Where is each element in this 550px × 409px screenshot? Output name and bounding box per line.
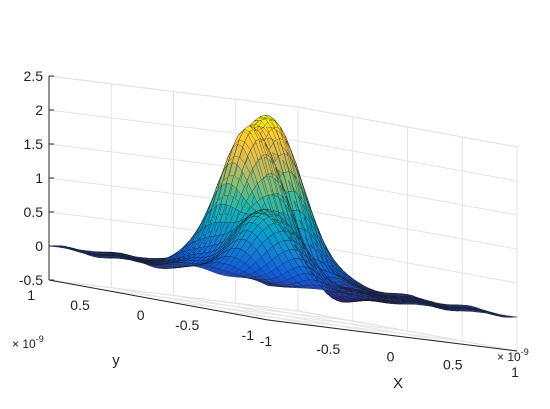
- y-exponent-base: × 10: [12, 337, 36, 351]
- x-axis-line: [267, 319, 518, 352]
- z-tick-label: 2: [35, 102, 43, 118]
- y-exponent-label: × 10-9: [12, 334, 44, 351]
- grid-line: [48, 75, 518, 148]
- y-axis-title: y: [112, 352, 120, 369]
- y-tick-label: -1: [242, 327, 255, 343]
- z-tick-label: 0.5: [24, 204, 44, 220]
- x-tick-label: 1: [511, 364, 519, 380]
- y-tick-label: 0.5: [70, 297, 90, 313]
- z-tick-label: 2.5: [24, 68, 44, 84]
- grid-line: [48, 109, 518, 182]
- x-exponent-label: × 10-9: [497, 347, 529, 364]
- x-exponent-base: × 10: [497, 350, 521, 364]
- surface-patch: [506, 316, 518, 318]
- y-tick-label: 1: [27, 287, 35, 303]
- y-tick-label: -0.5: [175, 317, 199, 333]
- x-tick-label: -1: [260, 333, 273, 349]
- grid-line: [103, 289, 353, 322]
- z-tick-label: 1.5: [24, 136, 44, 152]
- x-tick-label: 0.5: [443, 356, 463, 372]
- y-tick-labels: -1 -0.5 0 0.5 1: [27, 287, 254, 343]
- z-tick-label: 1: [35, 170, 43, 186]
- grid-line: [48, 279, 518, 352]
- x-tick-label: 0: [387, 349, 395, 365]
- x-tick-labels: -1 -0.5 0 0.5 1: [260, 333, 519, 380]
- surface-mesh: [48, 114, 518, 318]
- z-tick-label: 0: [35, 238, 43, 254]
- x-axis-title: X: [393, 375, 403, 392]
- y-exponent-power: -9: [36, 334, 44, 344]
- z-tick-label: -0.5: [19, 272, 43, 288]
- x-exponent-power: -9: [521, 347, 529, 357]
- x-tick-label: -0.5: [316, 341, 340, 357]
- z-tick-labels: -0.5 0 0.5 1 1.5 2 2.5: [19, 68, 54, 288]
- y-tick-label: 0: [137, 307, 145, 323]
- grid-line: [158, 299, 408, 332]
- grid-line: [213, 309, 463, 342]
- y-axis-line: [48, 279, 269, 321]
